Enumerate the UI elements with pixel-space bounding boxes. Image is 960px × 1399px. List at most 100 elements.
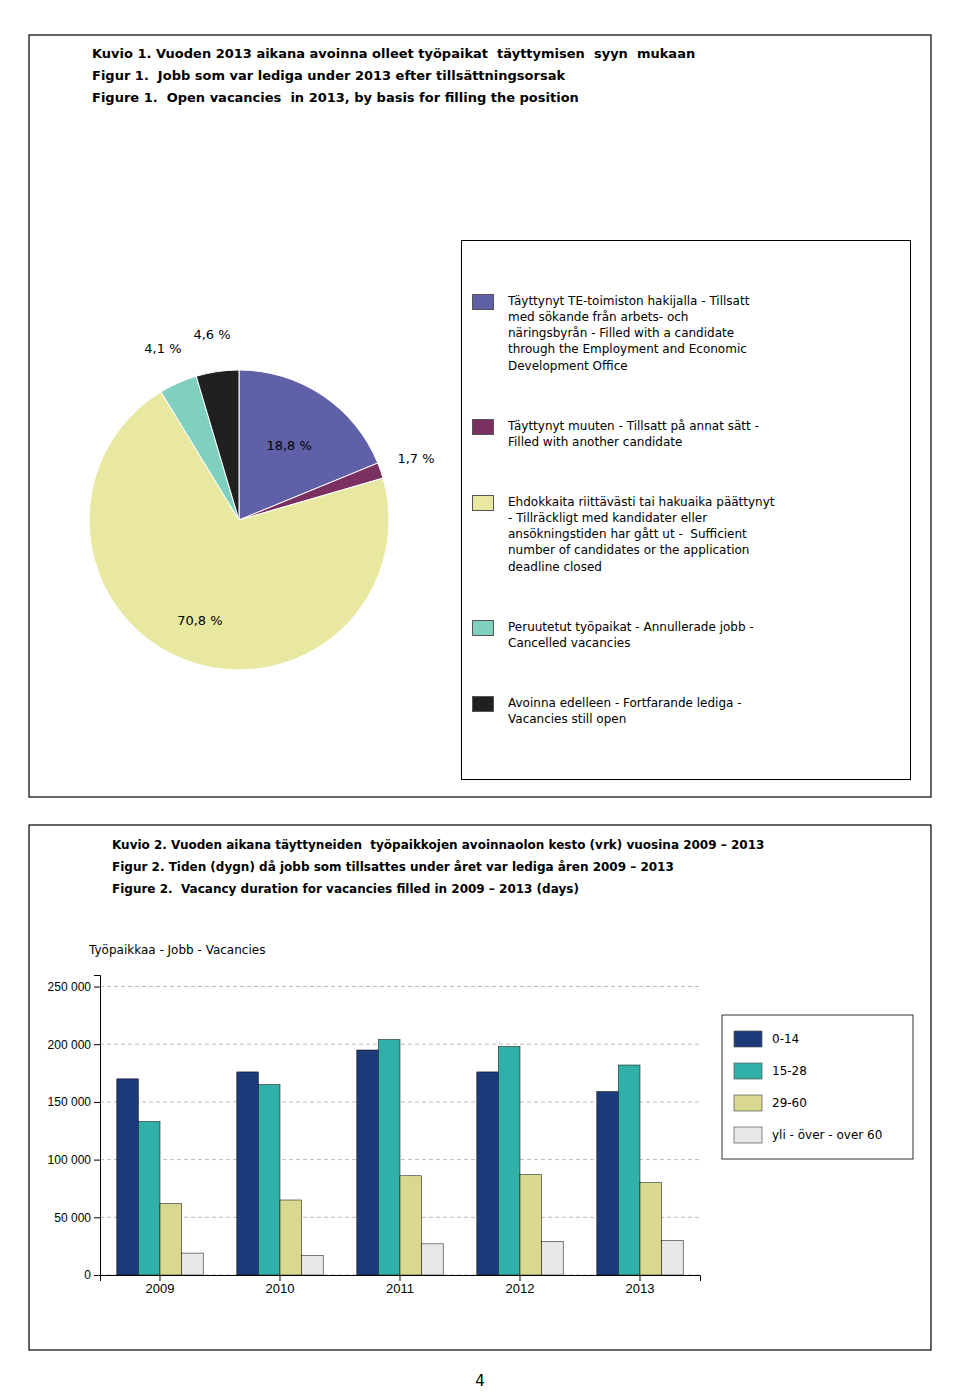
legend-swatch (472, 620, 494, 636)
legend-item: Ehdokkaita riittävästi tai hakuaika päät… (472, 494, 900, 575)
bar (400, 1176, 422, 1275)
series (160, 1175, 662, 1275)
legend-swatch (472, 696, 494, 712)
bar (117, 1079, 139, 1275)
tick-label: 250 000 (48, 980, 92, 994)
tick-label: 50 000 (54, 1211, 91, 1225)
page-number: 4 (0, 1372, 960, 1390)
tick-label: 150 000 (48, 1095, 92, 1109)
tick-label: 0 (84, 1268, 91, 1282)
tick-label: 200 000 (48, 1038, 92, 1052)
tick-mark (94, 1275, 100, 1276)
tick-mark (520, 1275, 521, 1281)
pie: 18,8 % 1,7 % 70,8 % 4,1 % 4,6 % (89, 327, 435, 670)
tick-label: 2011 (386, 1281, 414, 1296)
page: 18,8 % 1,7 % 70,8 % 4,1 % 4,6 % 0 50 000 100 00… (0, 0, 960, 1399)
bar (542, 1242, 564, 1275)
legend-label: Täyttynyt TE-toimiston hakijalla - Tills… (508, 293, 749, 374)
tick-label: 2010 (266, 1281, 295, 1296)
legend-label: Täyttynyt muuten - Tillsatt på annat sät… (508, 418, 759, 450)
legend-label: yli - över - over 60 (772, 1128, 882, 1142)
bar (302, 1255, 324, 1275)
x-axis: 2009 2010 2011 2012 2013 (101, 1275, 701, 1296)
title: Figure 1. Open vacancies in 2013, by bas… (92, 90, 579, 105)
y-axis: 0 50 000 100 000 150 000 200 000 250 000 (48, 976, 101, 1283)
bar-chart: 050 000100 000150 000200 000250 00020092… (48, 976, 701, 1297)
title: Figure 2. Vacancy duration for vacancies… (112, 882, 579, 896)
legend-swatch (734, 1031, 762, 1047)
legend-label: 15-28 (772, 1064, 807, 1078)
legend-label: Avoinna edelleen - Fortfarande lediga - … (508, 695, 742, 727)
tick-mark (94, 1102, 100, 1103)
legend-item: Täyttynyt TE-toimiston hakijalla - Tills… (472, 293, 900, 374)
frame (29, 825, 931, 1350)
bar (662, 1240, 684, 1275)
bar (477, 1072, 499, 1275)
tick-mark (94, 987, 100, 988)
series (182, 1240, 684, 1275)
data-label: 4,1 % (144, 341, 181, 356)
grid-line (100, 986, 700, 987)
data-label: 18,8 % (266, 438, 311, 453)
tick-label: 2013 (626, 1281, 655, 1296)
tick-mark (400, 1275, 401, 1281)
data-label: 70,8 % (177, 613, 222, 628)
bars (117, 1040, 683, 1275)
tick-label: 2009 (146, 1281, 175, 1296)
bar (520, 1175, 542, 1275)
tick: 2012 (506, 1275, 535, 1296)
bar (378, 1040, 400, 1275)
legend-label: Ehdokkaita riittävästi tai hakuaika päät… (508, 494, 775, 575)
data-label: 4,6 % (193, 327, 230, 342)
bar (422, 1244, 444, 1275)
legend-swatch (472, 419, 494, 435)
tick-mark (94, 1217, 100, 1218)
tick: 100 000 (48, 1153, 100, 1167)
tick-label: 2012 (506, 1281, 535, 1296)
bar (618, 1065, 640, 1275)
tick: 0 (84, 1268, 100, 1282)
title: Figur 1. Jobb som var lediga under 2013 … (92, 68, 565, 83)
legend-swatch (734, 1095, 762, 1111)
legend-box (722, 1015, 913, 1159)
pie-slice (196, 370, 239, 520)
bar (258, 1085, 280, 1275)
legend-item: Avoinna edelleen - Fortfarande lediga - … (472, 695, 900, 727)
frame (29, 35, 931, 797)
legend-swatch (472, 495, 494, 511)
legend-swatch (472, 294, 494, 310)
bar (357, 1050, 379, 1275)
legend-swatch (734, 1063, 762, 1079)
grid (100, 987, 700, 1275)
tick: 250 000 (48, 980, 100, 994)
bar (597, 1092, 619, 1275)
legend-item: Peruutetut työpaikat - Annullerade jobb … (472, 619, 900, 651)
tick: 50 000 (54, 1211, 100, 1225)
legend-label: Peruutetut työpaikat - Annullerade jobb … (508, 619, 754, 651)
tick-mark (280, 1275, 281, 1281)
legend-item: Täyttynyt muuten - Tillsatt på annat sät… (472, 418, 900, 450)
tick: 200 000 (48, 1038, 100, 1052)
bar (280, 1200, 302, 1275)
title: Kuvio 2. Vuoden aikana täyttyneiden työp… (112, 838, 764, 852)
axis-line (101, 1276, 701, 1282)
tick-mark (160, 1275, 161, 1281)
legend-label: 0-14 (772, 1032, 799, 1046)
tick: 2013 (626, 1275, 655, 1296)
axis-line (94, 976, 101, 1276)
axis-title: Työpaikkaa - Jobb - Vacancies (89, 943, 265, 957)
tick-mark (94, 1044, 100, 1045)
series (117, 1050, 619, 1275)
data-label: 1,7 % (397, 451, 434, 466)
bar (160, 1203, 182, 1275)
bar (640, 1183, 662, 1275)
tick: 2010 (266, 1275, 295, 1296)
series (138, 1040, 640, 1275)
tick: 2009 (146, 1275, 175, 1296)
tick-mark (94, 1160, 100, 1161)
legend: 0-1415-2829-60yli - över - over 60 (722, 1015, 913, 1159)
bar (182, 1253, 204, 1275)
bar (138, 1122, 160, 1275)
tick-label: 100 000 (48, 1153, 92, 1167)
bar (498, 1047, 520, 1275)
